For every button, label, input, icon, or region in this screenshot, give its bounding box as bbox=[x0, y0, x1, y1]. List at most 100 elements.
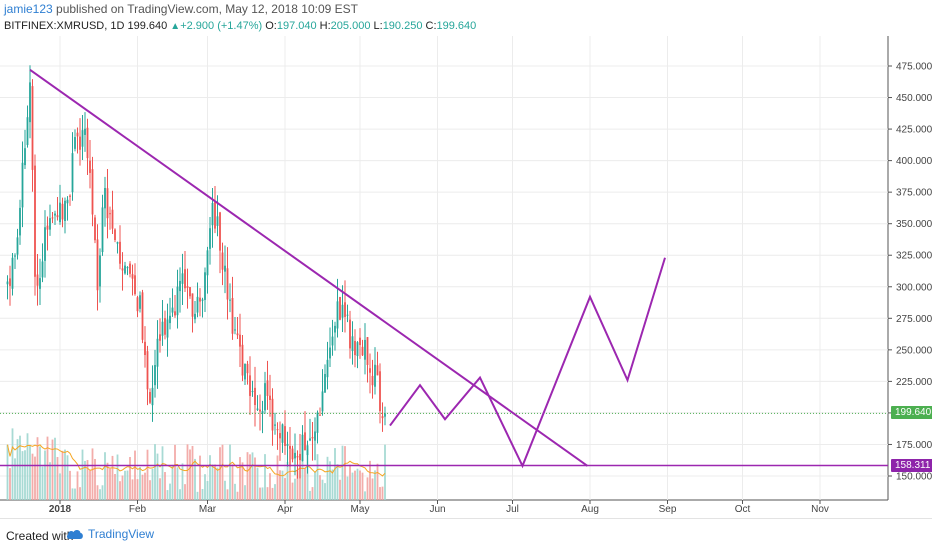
candle-body bbox=[121, 268, 124, 271]
y-tick-label: 400.000 bbox=[896, 156, 932, 167]
volume-bar bbox=[111, 455, 114, 500]
volume-bar bbox=[31, 453, 34, 500]
candle-body bbox=[264, 383, 266, 411]
candle-body bbox=[161, 321, 164, 336]
candle-body bbox=[64, 200, 66, 222]
low-label: L: bbox=[373, 20, 383, 32]
price-axis[interactable]: 475.000 450.000 425.000 400.000 375.000 350.0… bbox=[888, 62, 932, 483]
candle-body bbox=[154, 365, 156, 386]
tradingview-brand-label: TradingView bbox=[88, 527, 155, 541]
volume-bar bbox=[106, 462, 109, 500]
candle-body bbox=[231, 298, 234, 334]
candle-body bbox=[224, 265, 226, 272]
volume-bar bbox=[271, 487, 274, 500]
candle-body bbox=[256, 408, 259, 410]
volume-bar bbox=[109, 468, 111, 500]
candle-body bbox=[111, 209, 114, 229]
candle-body bbox=[56, 215, 59, 218]
volume-bar bbox=[161, 446, 164, 500]
x-tick-label: Mar bbox=[199, 504, 217, 515]
candle-body bbox=[116, 242, 119, 244]
volume-bar bbox=[151, 468, 154, 500]
candle-body bbox=[81, 130, 84, 147]
candle-body bbox=[249, 375, 251, 396]
y-tick-label: 375.000 bbox=[896, 188, 932, 199]
candle-body bbox=[346, 314, 349, 316]
candle-body bbox=[261, 411, 264, 414]
volume-bar bbox=[254, 457, 256, 500]
candle-body bbox=[164, 318, 166, 335]
volume-bar bbox=[116, 454, 119, 500]
volume-bar bbox=[136, 479, 139, 500]
author-link[interactable]: jamie123 bbox=[4, 2, 53, 16]
volume-bar bbox=[24, 450, 26, 500]
candle-body bbox=[146, 351, 149, 390]
volume-bar bbox=[319, 475, 321, 500]
descending-trendline bbox=[29, 68, 589, 467]
volume-bar bbox=[96, 485, 99, 500]
candle-body bbox=[329, 347, 331, 359]
volume-bar bbox=[71, 488, 74, 500]
y-tick-label: 475.000 bbox=[896, 62, 932, 73]
candle-body bbox=[151, 387, 154, 406]
close-value: 199.640 bbox=[436, 20, 477, 32]
volume-bar bbox=[189, 449, 191, 500]
volume-bar bbox=[179, 489, 181, 500]
created-with-text: Created with bbox=[6, 529, 74, 543]
tradingview-link[interactable]: TradingView bbox=[66, 527, 154, 541]
volume-bar bbox=[201, 489, 204, 500]
publish-text: published on TradingView.com, May 12, 20… bbox=[52, 2, 359, 16]
candle-body bbox=[216, 216, 219, 226]
candle-body bbox=[194, 313, 196, 320]
open-label: O: bbox=[265, 20, 277, 32]
chart-drawings[interactable] bbox=[0, 68, 888, 469]
candle-body bbox=[189, 287, 191, 297]
volume-bar bbox=[59, 473, 61, 500]
volume-bar bbox=[86, 460, 89, 500]
volume-bar bbox=[366, 477, 369, 500]
candle-body bbox=[269, 395, 271, 400]
price-chart[interactable]: 475.000 450.000 425.000 400.000 375.000 350.0… bbox=[0, 0, 932, 518]
y-tick-label: 250.000 bbox=[896, 345, 932, 356]
candle-body bbox=[304, 432, 306, 451]
y-tick-label: 425.000 bbox=[896, 125, 932, 136]
candle-body bbox=[16, 237, 19, 255]
volume-bar bbox=[316, 454, 319, 500]
candle-body bbox=[209, 228, 211, 249]
volume-bar bbox=[306, 448, 309, 500]
volume-bar bbox=[56, 457, 59, 500]
candle-body bbox=[239, 334, 241, 347]
candle-body bbox=[114, 229, 116, 241]
volume-bar bbox=[171, 464, 174, 500]
candle-body bbox=[84, 128, 86, 135]
volume-bar bbox=[121, 475, 124, 500]
volume-bar bbox=[356, 468, 359, 500]
volume-bar bbox=[309, 490, 311, 500]
candle-body bbox=[301, 434, 304, 461]
x-tick-label: 2018 bbox=[49, 504, 72, 515]
candle-body bbox=[351, 336, 354, 352]
candle-body bbox=[361, 346, 364, 356]
volume-bar bbox=[239, 457, 241, 500]
volume-bar bbox=[11, 428, 14, 500]
candle-body bbox=[159, 334, 161, 341]
volume-bar bbox=[154, 444, 156, 500]
volume-bar bbox=[61, 450, 64, 500]
candle-body bbox=[379, 371, 381, 412]
volume-bar bbox=[99, 489, 101, 500]
candle-body bbox=[134, 275, 136, 295]
candle-body bbox=[314, 431, 316, 441]
candle-body bbox=[49, 218, 51, 230]
symbol-label[interactable]: BITFINEX:XMRUSD, 1D bbox=[4, 20, 125, 32]
candle-body bbox=[294, 452, 296, 459]
candle-body bbox=[109, 213, 111, 215]
candle-body bbox=[204, 272, 206, 300]
candle-body bbox=[296, 456, 299, 458]
time-axis[interactable]: 2018 Feb Mar Apr May Jun Jul Aug Sep Oct Nov bbox=[49, 500, 829, 515]
volume-bar bbox=[149, 480, 151, 500]
volume-bar bbox=[324, 483, 326, 500]
candle-body bbox=[144, 341, 146, 356]
volume-bar bbox=[274, 484, 276, 500]
candle-body bbox=[104, 187, 106, 209]
volume-bar bbox=[44, 450, 46, 500]
